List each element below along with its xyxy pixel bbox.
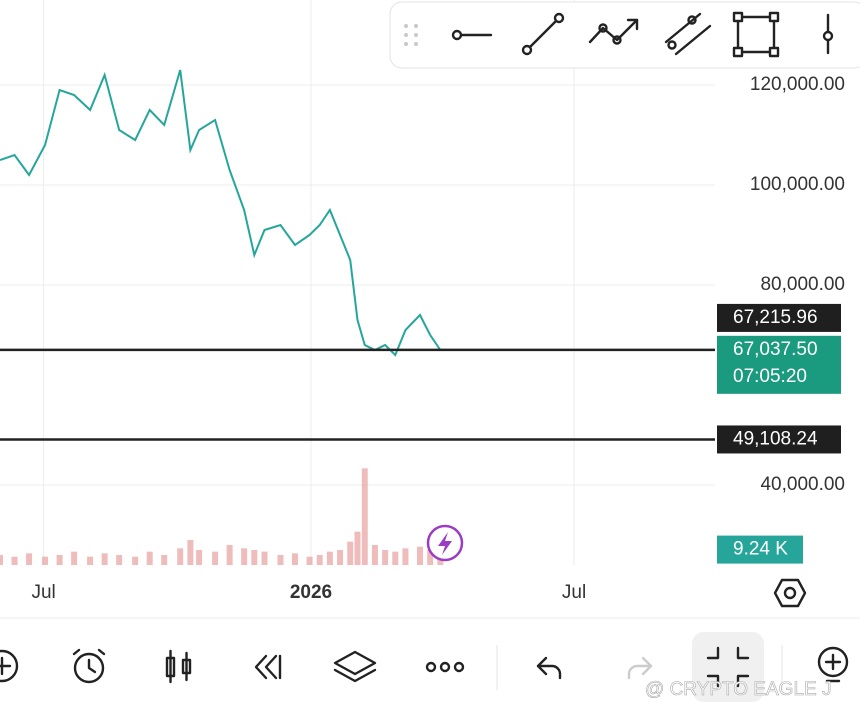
price-line: [0, 69, 442, 357]
parallel-channel-tool[interactable]: [664, 12, 712, 56]
volume-bar: [326, 551, 333, 565]
chart-type-button[interactable]: [165, 649, 192, 684]
volume-bar: [26, 553, 33, 565]
redo-button[interactable]: [627, 656, 653, 680]
fullscreen-button-bg[interactable]: [692, 632, 764, 702]
volume-bar: [196, 550, 203, 565]
add-button[interactable]: [0, 649, 19, 683]
volume-bar: [251, 550, 258, 565]
volume-bar: [354, 531, 361, 565]
x-tick-label: Jul: [562, 582, 586, 603]
volume-bar: [132, 556, 139, 565]
volume-bar: [161, 555, 168, 565]
plot-area: 120,000.00 100,000.00 80,000.00 40,000.00 Ju…: [0, 0, 845, 603]
volume-bar: [382, 550, 389, 565]
replay-button[interactable]: [254, 654, 282, 680]
x-tick-label: 2026: [290, 582, 332, 603]
volume-bar: [306, 556, 313, 565]
drawing-toolbar: [389, 1, 860, 69]
horizontal-ray-tool[interactable]: [451, 29, 493, 41]
volume-bar: [101, 553, 108, 565]
exit-fullscreen-button[interactable]: [706, 646, 750, 688]
more-button[interactable]: [425, 661, 465, 673]
layers-button[interactable]: [333, 650, 377, 683]
volume-bar: [371, 545, 378, 565]
trend-line-tool[interactable]: [521, 12, 565, 56]
volume-bar: [146, 551, 153, 565]
y-tick-label: 120,000.00: [750, 74, 845, 95]
ideas-button[interactable]: [817, 646, 849, 683]
volume-bar: [11, 556, 18, 565]
high-price-tag: [717, 303, 841, 332]
vertical-line-tool[interactable]: [822, 13, 834, 55]
undo-button[interactable]: [536, 656, 562, 680]
volume-bar: [56, 555, 63, 565]
volume-bar: [292, 553, 299, 565]
volume-bar: [177, 548, 184, 565]
x-tick-label: Jul: [31, 582, 55, 603]
countdown-label: 07:05:20: [733, 366, 807, 387]
watermark: @ CRYPTO EAGLE J: [645, 679, 831, 700]
y-tick-label: 100,000.00: [750, 174, 845, 195]
drag-handle[interactable]: [404, 24, 418, 46]
volume-bar: [0, 555, 3, 565]
volume-bar: [402, 548, 409, 565]
volume-bar: [392, 551, 399, 565]
flash-button[interactable]: [426, 524, 464, 562]
volume-bar: [116, 555, 123, 565]
price-tag-label: 49,108.24: [733, 428, 818, 449]
high-price-label: 67,215.96: [733, 307, 818, 328]
volume-bar: [261, 551, 268, 565]
volume-bar: [241, 548, 248, 565]
rectangle-tool[interactable]: [732, 11, 780, 58]
path-tool[interactable]: [588, 18, 639, 45]
price-tag: [717, 425, 841, 454]
volume-bar: [416, 546, 423, 565]
volume-bar: [87, 556, 94, 565]
volume-bar: [187, 540, 194, 565]
volume-bar: [71, 551, 78, 565]
volume-bar: [337, 550, 344, 565]
last-price-label: 67,037.50: [733, 339, 818, 360]
volume-bar: [42, 556, 49, 565]
volume-bar: [427, 550, 434, 565]
volume-bar: [361, 468, 368, 565]
axis-settings-button[interactable]: [773, 578, 807, 608]
bottom-toolbar: [0, 617, 860, 702]
volume-bar: [277, 555, 284, 565]
volume-tag: [717, 535, 803, 564]
last-price-tag: [717, 335, 841, 394]
volume-bar: [226, 545, 233, 565]
volume-bar: [316, 555, 323, 565]
volume-bar: [212, 551, 219, 565]
alert-button[interactable]: [72, 648, 106, 684]
y-tick-label: 40,000.00: [760, 474, 845, 495]
volume-tag-label: 9.24 K: [733, 539, 788, 560]
volume-bar: [347, 541, 354, 565]
y-tick-label: 80,000.00: [760, 274, 845, 295]
